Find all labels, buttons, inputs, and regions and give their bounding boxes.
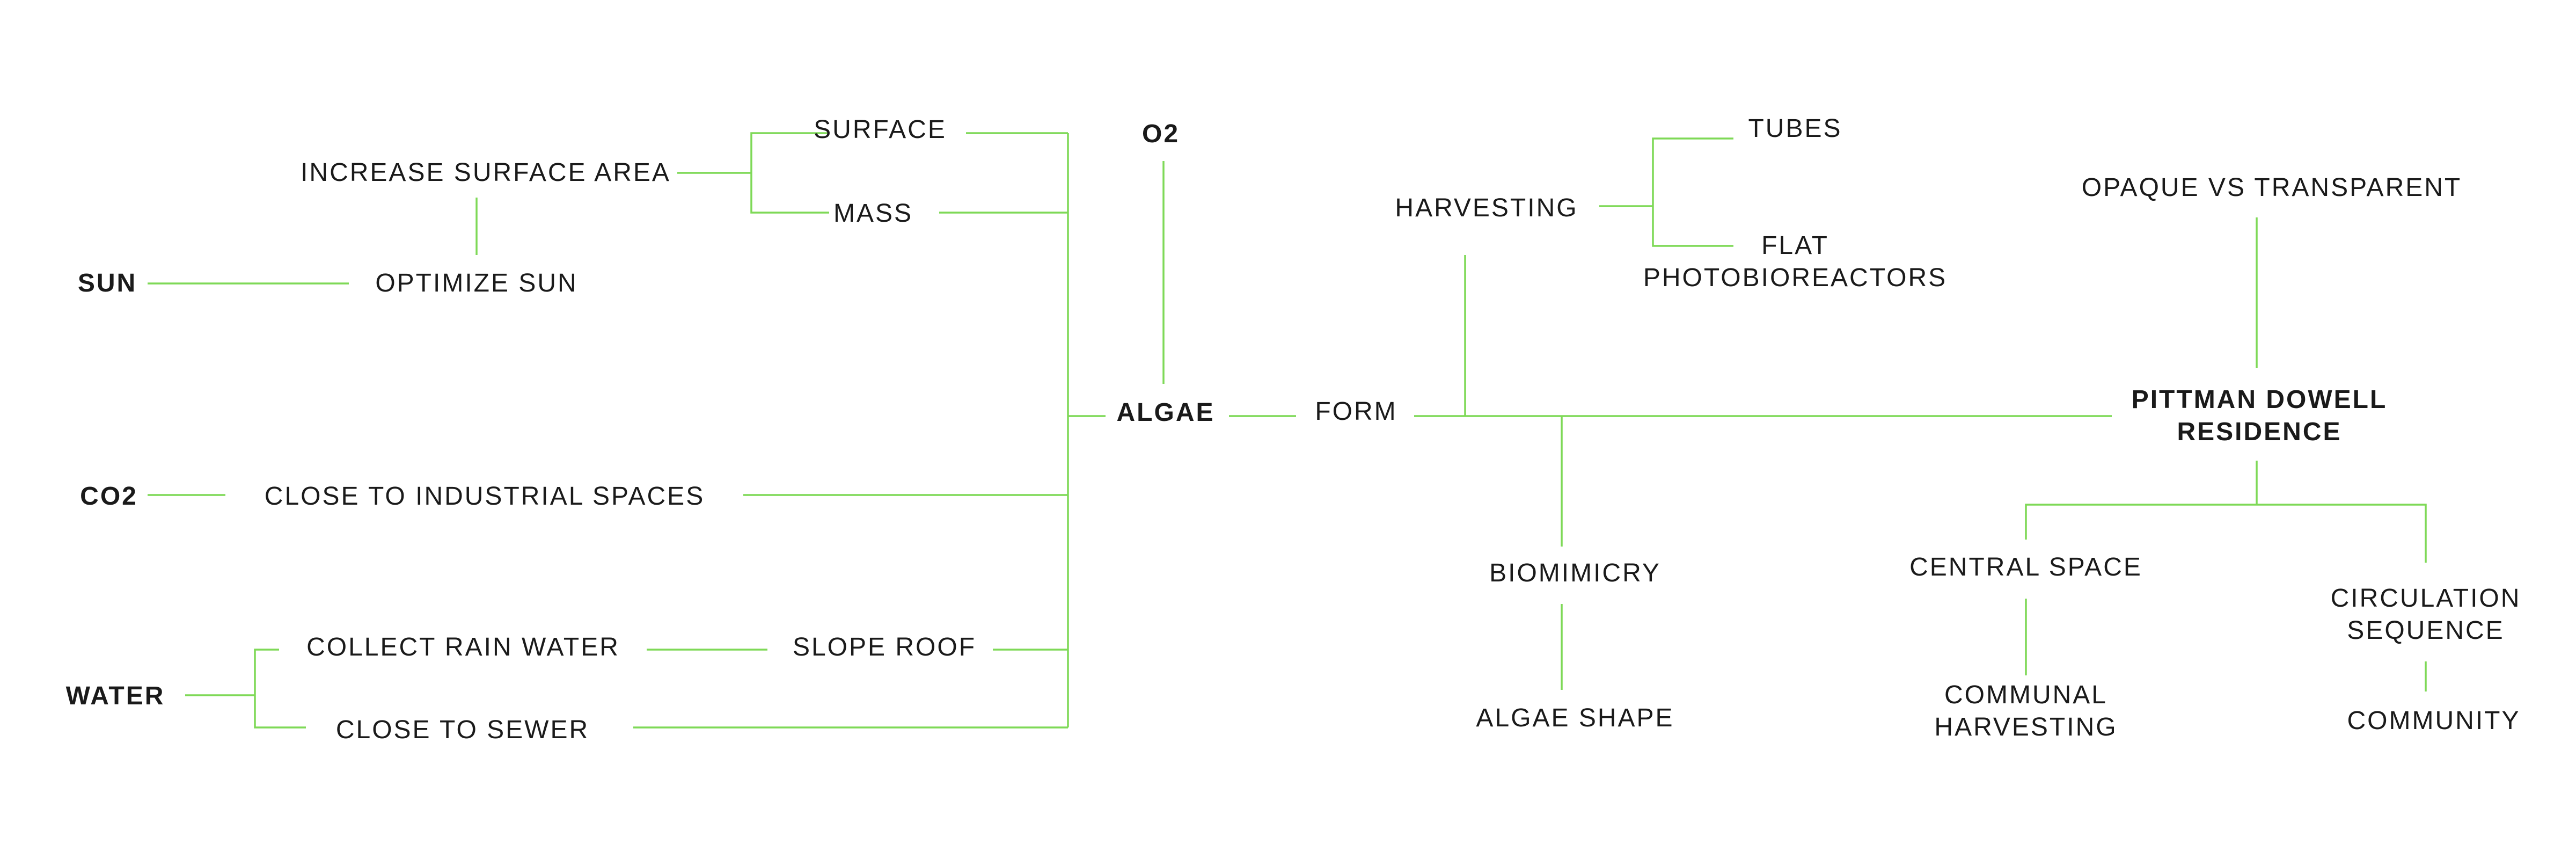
node-form: FORM <box>1315 397 1397 426</box>
node-mass: MASS <box>833 199 913 228</box>
node-harvesting: HARVESTING <box>1395 194 1578 222</box>
node-biomimicry: BIOMIMICRY <box>1489 559 1661 587</box>
node-water: WATER <box>65 682 165 710</box>
bracket-surface-mass <box>750 132 829 214</box>
bracket-central-circulation <box>2025 504 2427 563</box>
flat-line-2: PHOTOBIOREACTORS <box>1643 264 1948 292</box>
node-close-to-industrial-spaces: CLOSE TO INDUSTRIAL SPACES <box>264 482 705 511</box>
node-algae: ALGAE <box>1116 398 1215 427</box>
flat-line-1: FLAT <box>1761 231 1829 260</box>
node-pittman-dowell-residence: PITTMAN DOWELL RESIDENCE <box>2132 384 2388 448</box>
node-surface: SURFACE <box>814 115 947 144</box>
node-optimize-sun: OPTIMIZE SUN <box>375 269 578 297</box>
node-central-space: CENTRAL SPACE <box>1909 553 2142 581</box>
node-o2: O2 <box>1141 120 1180 148</box>
node-slope-roof: SLOPE ROOF <box>792 633 977 661</box>
residence-line-2: RESIDENCE <box>2177 418 2342 446</box>
node-tubes: TUBES <box>1748 114 1842 143</box>
node-communal-harvesting: COMMUNAL HARVESTING <box>1934 679 2117 744</box>
communal-line-1: COMMUNAL <box>1944 681 2107 709</box>
residence-line-1: PITTMAN DOWELL <box>2131 385 2388 414</box>
bracket-rain-sewer <box>254 649 306 729</box>
node-circulation-sequence: CIRCULATION SEQUENCE <box>2331 583 2521 647</box>
node-algae-shape: ALGAE SHAPE <box>1476 704 1674 732</box>
node-sun: SUN <box>77 269 137 297</box>
node-co2: CO2 <box>80 482 138 511</box>
node-increase-surface-area: INCREASE SURFACE AREA <box>301 158 671 187</box>
node-flat-photobioreactors: FLAT PHOTOBIOREACTORS <box>1643 230 1947 294</box>
node-community: COMMUNITY <box>2347 707 2521 735</box>
bracket-tubes-flat <box>1652 137 1733 247</box>
node-opaque-vs-transparent: OPAQUE VS TRANSPARENT <box>2081 173 2462 202</box>
circulation-line-2: SEQUENCE <box>2347 616 2505 645</box>
circulation-line-1: CIRCULATION <box>2330 584 2521 613</box>
node-close-to-sewer: CLOSE TO SEWER <box>335 716 590 744</box>
node-collect-rain-water: COLLECT RAIN WATER <box>306 633 620 661</box>
communal-line-2: HARVESTING <box>1934 713 2118 741</box>
